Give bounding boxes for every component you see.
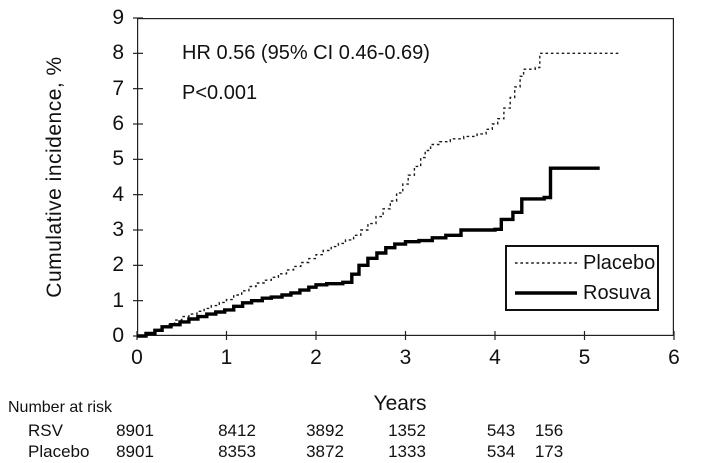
x-axis-title: Years xyxy=(373,392,427,415)
risk-value-placebo-1: 8353 xyxy=(218,442,256,461)
legend-label-rosuva: Rosuva xyxy=(583,281,651,304)
y-tick-label: 4 xyxy=(112,182,124,206)
y-tick-label: 5 xyxy=(112,147,124,171)
y-tick-label: 6 xyxy=(112,112,124,135)
risk-value-rsv-2: 3892 xyxy=(306,421,344,440)
y-tick-label: 3 xyxy=(112,218,124,241)
curve-rosuva xyxy=(137,166,600,338)
legend-label-placebo: Placebo xyxy=(583,251,656,274)
y-tick-label: 0 xyxy=(112,324,124,347)
risk-value-placebo-3: 1333 xyxy=(388,442,426,461)
risk-row-label-placebo: Placebo xyxy=(28,442,90,461)
risk-value-placebo-4: 534 xyxy=(486,442,516,461)
risk-value-rsv-0: 8901 xyxy=(116,421,154,440)
risk-value-rsv-3: 1352 xyxy=(388,421,426,440)
curve-placebo xyxy=(137,52,621,337)
risk-row-label-rsv: RSV xyxy=(28,421,63,440)
y-tick-label: 1 xyxy=(112,288,124,312)
risk-value-placebo-5: 173 xyxy=(534,442,564,461)
x-tick-label: 0 xyxy=(131,346,143,369)
x-tick-label: 5 xyxy=(578,346,591,369)
y-tick-label: 8 xyxy=(112,41,124,65)
hazard-ratio-annotation: HR 0.56 (95% CI 0.46-0.69) xyxy=(182,42,430,64)
y-axis-title: Cumulative incidence, % xyxy=(43,56,66,298)
plot-area xyxy=(133,17,675,340)
legend-entry-placebo: Placebo xyxy=(507,249,657,277)
legend-entry-rosuva: Rosuva xyxy=(507,279,657,307)
p-value-annotation: P<0.001 xyxy=(182,82,258,104)
placebo-dotted-line-sample xyxy=(515,262,577,264)
x-tick-label: 1 xyxy=(220,346,233,369)
x-tick-label: 6 xyxy=(668,346,680,369)
risk-value-rsv-5: 156 xyxy=(534,421,564,440)
legend: Placebo Rosuva xyxy=(505,245,659,311)
risk-value-placebo-0: 8901 xyxy=(116,442,154,461)
rosuva-solid-line-sample xyxy=(515,291,577,295)
risk-value-rsv-4: 543 xyxy=(486,421,516,440)
x-tick-label: 2 xyxy=(310,346,322,369)
risk-value-placebo-2: 3872 xyxy=(306,442,344,461)
x-tick-label: 4 xyxy=(489,346,501,369)
y-tick-label: 2 xyxy=(112,253,124,277)
y-tick-label: 7 xyxy=(112,76,124,100)
y-tick-label: 9 xyxy=(112,6,124,29)
x-tick-label: 3 xyxy=(399,346,412,369)
risk-value-rsv-1: 8412 xyxy=(218,421,256,440)
number-at-risk-title: Number at risk xyxy=(8,399,113,416)
